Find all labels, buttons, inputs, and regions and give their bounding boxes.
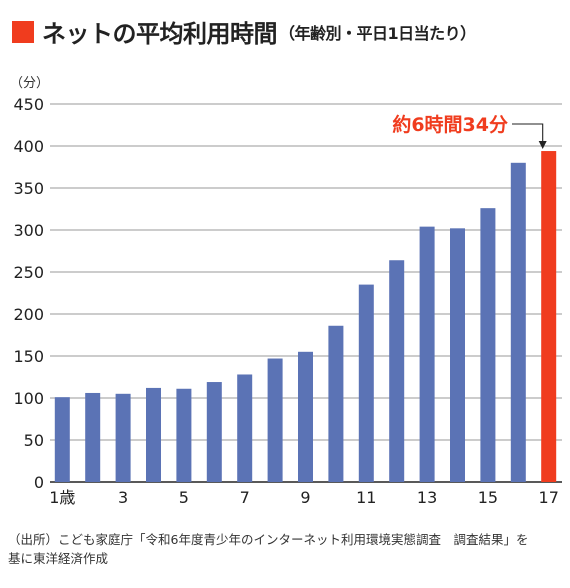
bar-15 bbox=[480, 208, 496, 482]
x-axis-tick-labels: 1歳 3 5 7 9 11 13 15 17 bbox=[49, 488, 559, 507]
x-tick-label-13: 13 bbox=[417, 488, 437, 507]
bar-4 bbox=[146, 387, 161, 482]
bar-11 bbox=[358, 284, 374, 482]
x-tick-label-3: 3 bbox=[118, 488, 128, 507]
chart-title: ネットの平均利用時間 bbox=[42, 20, 278, 48]
y-tick-label-100: 100 bbox=[13, 389, 44, 408]
x-tick-label-1歳: 1歳 bbox=[49, 488, 75, 507]
bar-10 bbox=[328, 325, 344, 482]
bar-13 bbox=[419, 226, 435, 482]
y-tick-label-400: 400 bbox=[13, 137, 44, 156]
bar-9 bbox=[298, 351, 313, 482]
x-tick-label-11: 11 bbox=[356, 488, 376, 507]
bar-8 bbox=[267, 358, 283, 482]
bar-3 bbox=[115, 393, 131, 482]
x-tick-label-15: 15 bbox=[478, 488, 498, 507]
annotation-leader-line bbox=[512, 123, 544, 143]
source-note-line1: （出所）こども家庭庁「令和6年度青少年のインターネット利用環境実態調査 調査結果… bbox=[8, 532, 529, 547]
y-tick-label-200: 200 bbox=[13, 305, 44, 324]
y-tick-label-0: 0 bbox=[34, 473, 44, 492]
x-tick-label-7: 7 bbox=[240, 488, 250, 507]
x-tick-label-9: 9 bbox=[300, 488, 310, 507]
bar-6 bbox=[206, 382, 222, 482]
source-note: （出所）こども家庭庁「令和6年度青少年のインターネット利用環境実態調査 調査結果… bbox=[8, 530, 564, 568]
y-tick-label-450: 450 bbox=[13, 95, 44, 114]
annotation-group: 約6時間34分 bbox=[392, 113, 547, 150]
y-axis-tick-labels: 0 50 100 150 200 250 300 350 400 450 bbox=[13, 95, 44, 492]
bar-16 bbox=[510, 162, 526, 483]
annotation-arrowhead bbox=[538, 141, 547, 150]
y-tick-label-350: 350 bbox=[13, 179, 44, 198]
y-tick-label-250: 250 bbox=[13, 263, 44, 282]
y-tick-label-150: 150 bbox=[13, 347, 44, 366]
y-tick-label-300: 300 bbox=[13, 221, 44, 240]
y-tick-label-50: 50 bbox=[24, 431, 44, 450]
bar-14 bbox=[450, 228, 465, 482]
title-marker-square bbox=[12, 20, 34, 43]
chart-title-row: ネットの平均利用時間 （年齢別・平日1日当たり） bbox=[12, 14, 476, 49]
bar-7 bbox=[237, 374, 253, 482]
y-axis-unit-label: （分） bbox=[10, 76, 50, 91]
bar-12 bbox=[389, 260, 405, 482]
bar-5 bbox=[176, 388, 192, 482]
x-tick-label-17: 17 bbox=[539, 488, 559, 507]
bar-17 bbox=[541, 151, 557, 483]
bar-1歳 bbox=[54, 397, 70, 482]
bar-2 bbox=[85, 392, 101, 482]
chart-subtitle: （年齢別・平日1日当たり） bbox=[279, 23, 476, 43]
bars bbox=[54, 151, 557, 483]
annotation-label: 約6時間34分 bbox=[392, 113, 508, 136]
x-tick-label-5: 5 bbox=[179, 488, 189, 507]
source-note-line2: 基に東洋経済作成 bbox=[8, 551, 109, 566]
